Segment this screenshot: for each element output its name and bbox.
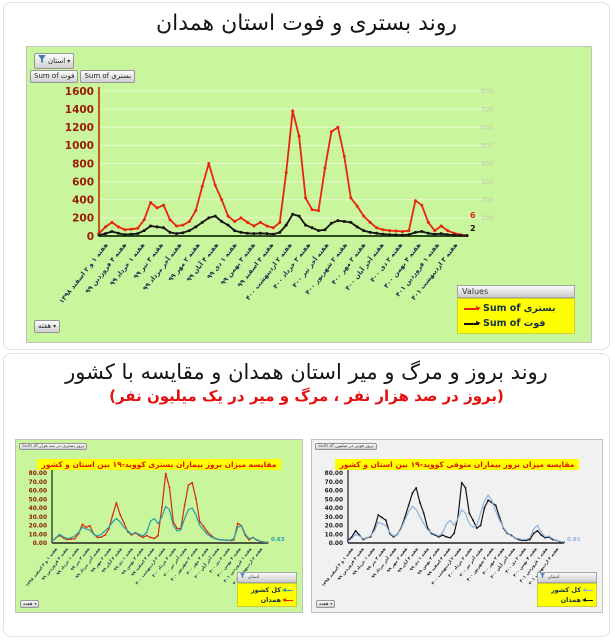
black-line-marker [464,321,481,325]
bottom-card: روند بروز و مرگ و میر استان همدان و مقای… [3,353,610,637]
svg-text:300: 300 [481,178,493,186]
svg-text:50.00: 50.00 [325,497,343,503]
svg-text:30.00: 30.00 [325,515,343,521]
incidence-hospitalized-chart-panel: 0.00 10.00 20.00 30.00 40.00 50.00 60.00 70.00 8… [15,439,303,613]
legend-header: Values [457,285,575,298]
legend-label: کل کشور [550,586,581,594]
svg-text:10.00: 10.00 [325,532,343,538]
legend-body: کل کشور همدان [237,583,297,607]
week-filter-label: هفته [23,601,33,607]
svg-text:400: 400 [72,195,94,207]
svg-text:0.63: 0.63 [271,537,285,543]
filter-label: استان [548,574,560,580]
legend-body: Sum of بستری Sum of فوت [457,298,575,334]
page-title: روند بستری و فوت استان همدان [155,11,458,36]
svg-text:1600: 1600 [65,86,94,98]
svg-text:700: 700 [481,105,493,113]
chevron-down-icon: ▾ [330,601,333,606]
svg-text:0.00: 0.00 [329,541,343,547]
week-filter-label: هفته [38,322,52,330]
svg-text:400: 400 [481,160,493,168]
field-button-incidence-deceased[interactable]: Sum of بروز فوتی در میلیون [315,443,377,450]
filter-label: استان [248,574,260,580]
legend-item-deaths: Sum of فوت [464,318,568,329]
svg-text:60.00: 60.00 [29,489,47,495]
incidence-deceased-chart: 0.00 10.00 20.00 30.00 40.00 50.00 60.00 70.00 8… [321,469,581,588]
legend-item-country: کل کشور [541,586,593,594]
svg-text:1200: 1200 [65,122,94,134]
svg-text:1400: 1400 [65,104,94,116]
funnel-icon [540,573,545,582]
field-button-deaths[interactable]: Sum of فوت [30,70,79,83]
legend-body: کل کشور همدان [537,583,597,607]
svg-text:0.00: 0.00 [33,541,47,547]
svg-text:40.00: 40.00 [325,506,343,512]
hospitalization-death-chart-panel: 0 200 400 600 800 1000 1200 1400 1600 100 200 300 40… [26,46,592,343]
week-filter-button[interactable]: هفته ▾ [20,600,40,608]
svg-text:40.00: 40.00 [29,506,47,512]
comparison-subtitle: (بروز در صد هزار نفر ، مرگ و میر در یک م… [109,387,504,405]
legend-label: Sum of فوت [483,318,546,329]
legend-label: Sum of بستری [483,303,556,314]
chevron-down-icon: ▾ [34,601,37,606]
svg-text:70.00: 70.00 [29,480,47,486]
top-card: روند بستری و فوت استان همدان 0 200 400 600 8… [3,2,610,350]
pivot-field-buttons: Sum of فوت Sum of بستری [30,70,136,83]
svg-text:10.00: 10.00 [29,532,47,538]
svg-text:1000: 1000 [65,140,94,152]
field-button-hospitalized[interactable]: Sum of بستری [80,70,136,83]
incidence-hospitalized-chart: 0.00 10.00 20.00 30.00 40.00 50.00 60.00 70.00 8… [25,469,285,588]
svg-text:60.00: 60.00 [325,489,343,495]
svg-text:6: 6 [470,211,476,220]
legend-label: کل کشور [250,586,281,594]
legend-item-hamadan: همدان [541,596,593,604]
svg-text:20.00: 20.00 [29,524,47,530]
svg-text:80.00: 80.00 [325,471,343,477]
week-filter-button[interactable]: هفته ▾ [34,320,61,333]
svg-text:800: 800 [72,158,94,170]
svg-text:20.00: 20.00 [325,524,343,530]
chart-legend: استان کل کشور همدان [237,572,297,607]
legend-header: استان [537,572,597,583]
legend-item-country: کل کشور [241,586,293,594]
funnel-icon [240,573,245,582]
legend-label: همدان [260,596,281,604]
svg-text:50.00: 50.00 [29,497,47,503]
black-line-marker [582,597,593,602]
chevron-down-icon: ▾ [67,57,71,65]
teal-line-marker [282,587,293,592]
svg-text:800: 800 [481,87,493,95]
incidence-deceased-chart-panel: 0.00 10.00 20.00 30.00 40.00 50.00 60.00 70.00 8… [311,439,603,613]
legend-item-hospitalized: Sum of بستری [464,303,568,314]
legend-header: استان [237,572,297,583]
chart-legend: Values Sum of بستری Sum of فوت [457,285,575,334]
hospitalization-death-chart: 0 200 400 600 800 1000 1200 1400 1600 100 200 300 40… [57,86,493,305]
chevron-down-icon: ▾ [53,323,57,330]
svg-text:0: 0 [87,231,94,243]
week-filter-label: هفته [319,601,329,607]
svg-text:0.91: 0.91 [567,537,581,543]
province-filter-button[interactable]: استان ▾ [34,53,75,69]
chart-legend: استان کل کشور همدان [537,572,597,607]
svg-text:100: 100 [481,214,493,222]
svg-text:500: 500 [481,142,493,150]
blue-line-marker [582,587,593,592]
red-line-marker [464,306,481,310]
svg-text:200: 200 [481,196,493,204]
svg-text:70.00: 70.00 [325,480,343,486]
week-filter-button[interactable]: هفته ▾ [316,600,336,608]
svg-text:30.00: 30.00 [29,515,47,521]
legend-label: همدان [560,596,581,604]
field-button-incidence-hospitalized[interactable]: Sum of بروز بستری در صد هزار [19,443,88,450]
funnel-icon [38,55,46,67]
svg-text:200: 200 [72,213,94,225]
red-line-marker [282,597,293,602]
svg-text:600: 600 [72,176,94,188]
svg-text:600: 600 [481,123,493,131]
province-filter-label: استان [48,56,66,65]
svg-text:2: 2 [470,224,476,233]
comparison-title: روند بروز و مرگ و میر استان همدان و مقای… [65,360,548,384]
legend-item-hamadan: همدان [241,596,293,604]
svg-text:80.00: 80.00 [29,471,47,477]
